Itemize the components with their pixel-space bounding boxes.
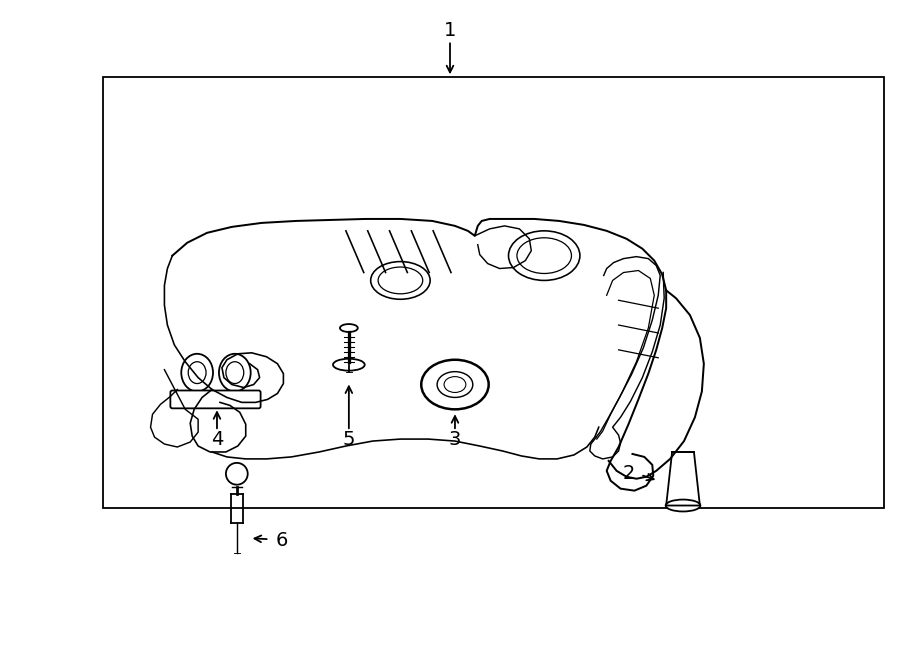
Ellipse shape xyxy=(666,500,700,512)
Ellipse shape xyxy=(219,354,251,391)
Ellipse shape xyxy=(333,359,364,371)
Text: 3: 3 xyxy=(449,430,461,449)
Text: 2: 2 xyxy=(622,464,634,483)
Text: 1: 1 xyxy=(444,21,456,40)
Text: 6: 6 xyxy=(275,531,288,550)
Ellipse shape xyxy=(181,354,213,391)
FancyBboxPatch shape xyxy=(170,391,261,408)
Bar xyxy=(103,77,885,508)
Text: 5: 5 xyxy=(343,430,356,449)
Text: 4: 4 xyxy=(211,430,223,449)
Circle shape xyxy=(226,463,248,485)
Ellipse shape xyxy=(421,360,489,409)
Ellipse shape xyxy=(340,324,358,332)
